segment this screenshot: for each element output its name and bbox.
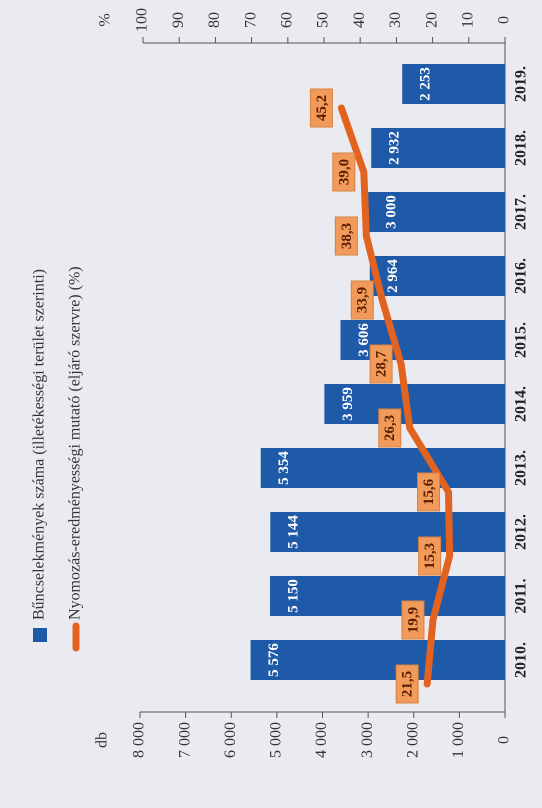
bar [250, 640, 505, 680]
bar-value-label: 2 253 [418, 67, 434, 101]
value-box [334, 216, 358, 256]
legend-label: Nyomozás-eredményességi mutató (eljáró s… [67, 266, 84, 620]
y2-tick-label: 100 [134, 8, 151, 32]
y-tick-label: 3 000 [359, 722, 376, 758]
line-value-label: 15,6 [421, 478, 437, 505]
y-tick-label: 4 000 [313, 722, 330, 758]
value-box [417, 472, 441, 512]
value-box [350, 280, 374, 320]
line-value-label: 39,0 [336, 159, 352, 185]
bar-value-label: 3 606 [356, 323, 372, 357]
legend-swatch [33, 628, 47, 642]
x-tick-label: 2018. [513, 130, 530, 166]
y-tick-label: 1 000 [450, 722, 467, 758]
y-tick-label: 0 [496, 736, 513, 744]
y-tick-label: 5 000 [268, 722, 285, 758]
bar [369, 256, 505, 296]
legend-label: Bűncselekmények száma (illetékességi ter… [31, 269, 48, 620]
x-tick-label: 2015. [513, 322, 530, 358]
line-value-label: 26,3 [382, 415, 398, 441]
value-box [395, 664, 419, 704]
line-value-label: 21,5 [400, 671, 416, 697]
bar-value-label: 2 932 [387, 131, 403, 165]
bar-value-label: 3 959 [340, 387, 356, 421]
x-tick-label: 2011. [513, 578, 530, 613]
y-tick-label: 7 000 [176, 722, 193, 758]
line-value-label: 33,9 [355, 287, 371, 313]
bar-value-label: 5 576 [266, 643, 282, 677]
value-box [378, 408, 402, 448]
y2-axis-label: % [97, 13, 114, 26]
bar [270, 576, 505, 616]
bar [324, 384, 506, 424]
y-tick-label: 8 000 [131, 722, 148, 758]
bar-value-label: 5 150 [285, 579, 301, 613]
y2-tick-label: 20 [423, 12, 440, 28]
line-value-label: 45,2 [314, 95, 330, 121]
y-tick-label: 2 000 [404, 722, 421, 758]
line-value-label: 28,7 [374, 350, 390, 377]
value-box [332, 152, 356, 192]
x-tick-label: 2010. [513, 642, 530, 678]
value-box [401, 600, 425, 640]
bar-value-label: 5 354 [276, 451, 292, 485]
y2-tick-label: 30 [387, 12, 404, 28]
x-tick-label: 2017. [513, 194, 530, 230]
x-tick-label: 2013. [513, 450, 530, 486]
line [337, 104, 454, 688]
y2-tick-label: 10 [459, 12, 476, 28]
y2-tick-label: 0 [496, 16, 513, 24]
x-tick-label: 2019. [513, 66, 530, 102]
bar [368, 192, 505, 232]
x-tick-label: 2014. [513, 386, 530, 422]
y2-tick-label: 70 [242, 12, 259, 28]
y-tick-label: 6 000 [222, 722, 239, 758]
y2-tick-label: 60 [278, 12, 295, 28]
line-value-label: 19,9 [405, 607, 421, 633]
y2-tick-label: 50 [315, 12, 332, 28]
bar-value-label: 5 144 [286, 515, 302, 549]
rotated-chart: db % 0 1 000 2 000 3 000 4 000 5 000 6 000 7 00… [31, 8, 530, 758]
bar-value-label: 2 964 [385, 259, 401, 293]
line-value-label: 38,3 [339, 223, 355, 249]
bar-value-label: 3 000 [384, 195, 400, 229]
bar [371, 128, 506, 168]
value-box [309, 88, 333, 128]
value-box [369, 344, 393, 384]
x-tick-label: 2016. [513, 258, 530, 294]
x-tick-label: 2012. [513, 514, 530, 550]
line-value-label: 15,3 [422, 543, 438, 569]
y2-tick-label: 40 [351, 12, 368, 28]
y2-tick-label: 90 [170, 12, 187, 28]
value-box [418, 536, 442, 576]
bar [270, 512, 505, 552]
bar [260, 448, 505, 488]
y2-tick-label: 80 [206, 12, 223, 28]
bar [402, 64, 505, 104]
y-axis-label: db [94, 732, 111, 748]
